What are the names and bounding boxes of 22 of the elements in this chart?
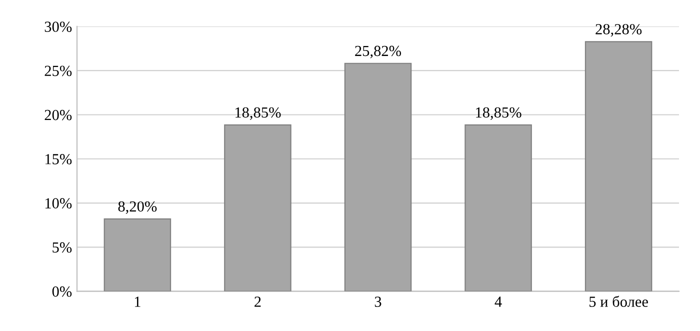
data-label: 18,85% [476, 107, 522, 120]
y-tick-label: 0% [52, 286, 72, 297]
data-label: 25,82% [355, 46, 402, 58]
y-tick-label: 30% [44, 22, 72, 32]
data-label: 28,28% [596, 24, 642, 37]
bar [464, 124, 532, 292]
bar [584, 41, 652, 292]
data-label: 18,85% [236, 107, 281, 120]
x-tick-label: 1 [134, 296, 140, 307]
data-label: 8,20% [118, 201, 157, 214]
y-tick-label: 25% [44, 66, 72, 76]
y-tick-label: 20% [44, 110, 72, 120]
y-tick-label: 15% [45, 154, 72, 164]
y-tick-label: 10% [45, 198, 72, 209]
bar [344, 62, 412, 292]
bar [104, 218, 172, 292]
x-tick-label: 3 [374, 296, 382, 307]
x-tick-label: 2 [254, 296, 261, 307]
bar [224, 124, 292, 292]
y-tick-label: 5% [52, 242, 72, 253]
x-tick-label: 4 [494, 296, 502, 307]
x-tick-label: 5 и более [590, 296, 648, 307]
